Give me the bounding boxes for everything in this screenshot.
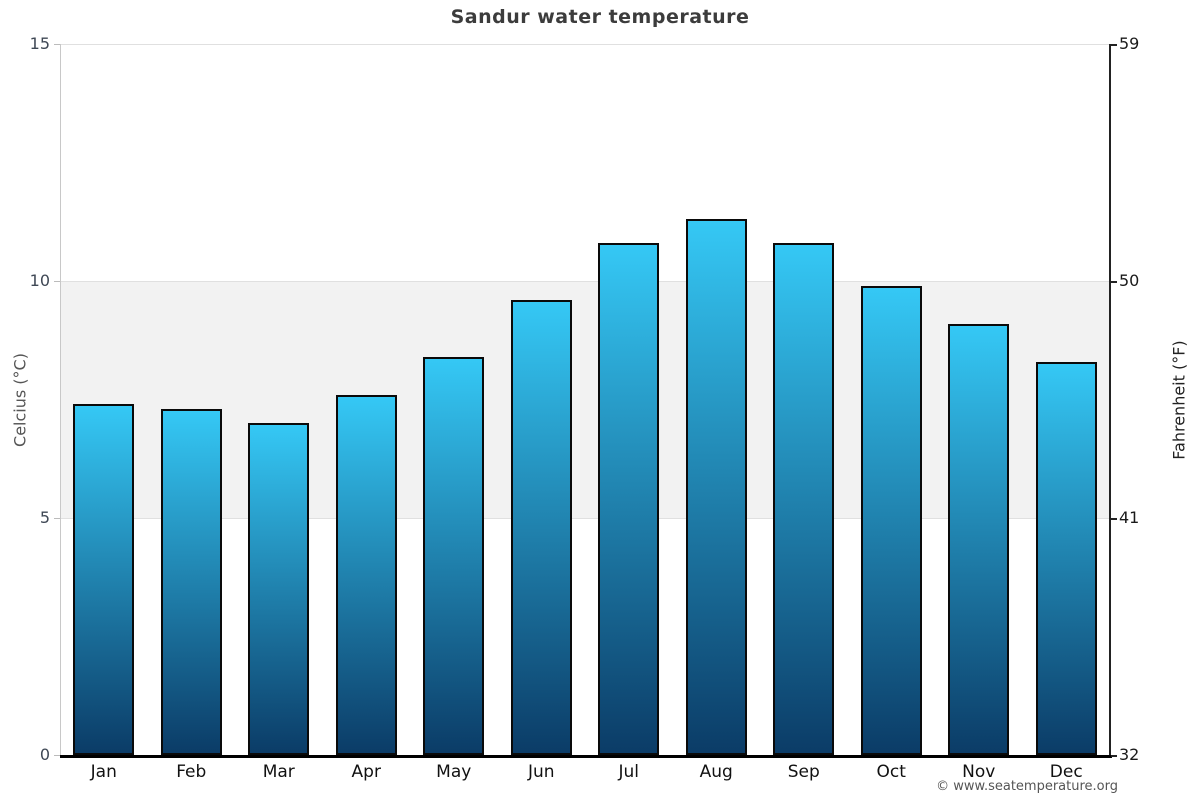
x-tick-label-may: May — [436, 762, 472, 782]
y-tick-mark-left-5 — [54, 518, 60, 519]
bar-dec — [1035, 361, 1097, 755]
x-tick-label-feb: Feb — [176, 762, 207, 782]
gridline-5 — [60, 518, 1110, 519]
bar-aug — [685, 219, 747, 755]
y-tick-mark-left-15 — [54, 44, 60, 45]
bar-may — [423, 356, 485, 755]
bar-apr — [335, 394, 397, 755]
x-tick-label-sep: Sep — [787, 762, 820, 782]
bar-jul — [598, 243, 660, 755]
y-tick-mark-right-32 — [1111, 755, 1117, 757]
x-tick-label-jun: Jun — [527, 762, 555, 782]
x-tick-label-jul: Jul — [618, 762, 639, 782]
bar-nov — [948, 323, 1010, 755]
y-tick-left-10: 10 — [29, 271, 50, 290]
x-tick-label-oct: Oct — [876, 762, 906, 782]
y-tick-right-41: 41 — [1119, 508, 1140, 527]
bar-oct — [860, 285, 922, 755]
y-tick-left-15: 15 — [29, 34, 50, 53]
y-tick-right-59: 59 — [1119, 34, 1140, 53]
bar-feb — [160, 408, 222, 755]
y-axis-right-line — [1109, 44, 1111, 758]
y-tick-right-50: 50 — [1119, 271, 1140, 290]
bar-jun — [510, 299, 572, 755]
x-tick-label-dec: Dec — [1049, 762, 1083, 782]
y-tick-mark-right-41 — [1111, 518, 1117, 520]
y-axis-left-line — [60, 44, 61, 755]
x-tick-label-nov: Nov — [962, 762, 996, 782]
gridline-15 — [60, 44, 1110, 45]
chart-title: Sandur water temperature — [450, 6, 750, 28]
y-tick-mark-right-59 — [1111, 44, 1117, 46]
plot-area — [60, 44, 1110, 755]
bar-mar — [248, 423, 310, 755]
shaded-band-5-10 — [60, 281, 1110, 518]
copyright-text: © www.seatemperature.org — [936, 779, 1118, 794]
x-tick-label-apr: Apr — [351, 762, 381, 782]
gridline-10 — [60, 281, 1110, 282]
y-axis-left-title: Celcius (°C) — [10, 353, 30, 447]
x-tick-label-jan: Jan — [90, 762, 117, 782]
y-tick-mark-left-0 — [54, 755, 60, 756]
bar-jan — [73, 404, 135, 755]
y-tick-right-32: 32 — [1119, 745, 1140, 764]
x-axis-line — [60, 755, 1112, 758]
y-tick-left-0: 0 — [39, 745, 50, 764]
x-tick-label-mar: Mar — [262, 762, 295, 782]
y-axis-right-title: Fahrenheit (°F) — [1169, 340, 1189, 460]
bar-sep — [773, 243, 835, 755]
y-tick-left-5: 5 — [39, 508, 50, 527]
y-tick-mark-right-50 — [1111, 281, 1117, 283]
y-tick-mark-left-10 — [54, 281, 60, 282]
x-tick-label-aug: Aug — [699, 762, 733, 782]
